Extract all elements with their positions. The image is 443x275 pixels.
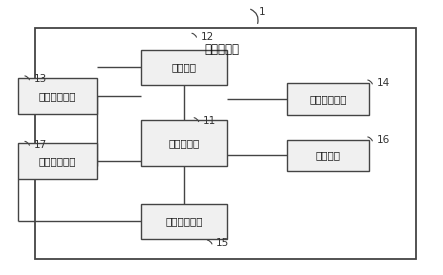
Text: 12: 12: [201, 32, 214, 42]
Text: 控制电路板: 控制电路板: [204, 43, 239, 56]
Bar: [287, 140, 369, 171]
Text: 1: 1: [259, 7, 266, 17]
Bar: [141, 50, 227, 85]
Bar: [141, 120, 227, 166]
Text: 触摸检测模块: 触摸检测模块: [165, 216, 202, 226]
Text: 电源模块: 电源模块: [171, 62, 196, 72]
Bar: [141, 204, 227, 238]
Bar: [18, 78, 97, 114]
Text: 无线通信模块: 无线通信模块: [309, 94, 346, 104]
Text: 15: 15: [216, 238, 229, 248]
Text: 交互模块: 交互模块: [315, 150, 340, 160]
Text: 11: 11: [203, 116, 216, 126]
Text: 电磁吸收模块: 电磁吸收模块: [39, 156, 76, 166]
Text: 13: 13: [34, 74, 47, 84]
Text: 14: 14: [377, 78, 390, 88]
Bar: [287, 83, 369, 115]
Bar: [35, 28, 416, 258]
Text: 16: 16: [377, 135, 390, 145]
Bar: [18, 143, 97, 179]
Text: 主控制模块: 主控制模块: [168, 138, 199, 148]
Text: 17: 17: [34, 140, 47, 150]
Text: 电机驱动模块: 电机驱动模块: [39, 91, 76, 101]
